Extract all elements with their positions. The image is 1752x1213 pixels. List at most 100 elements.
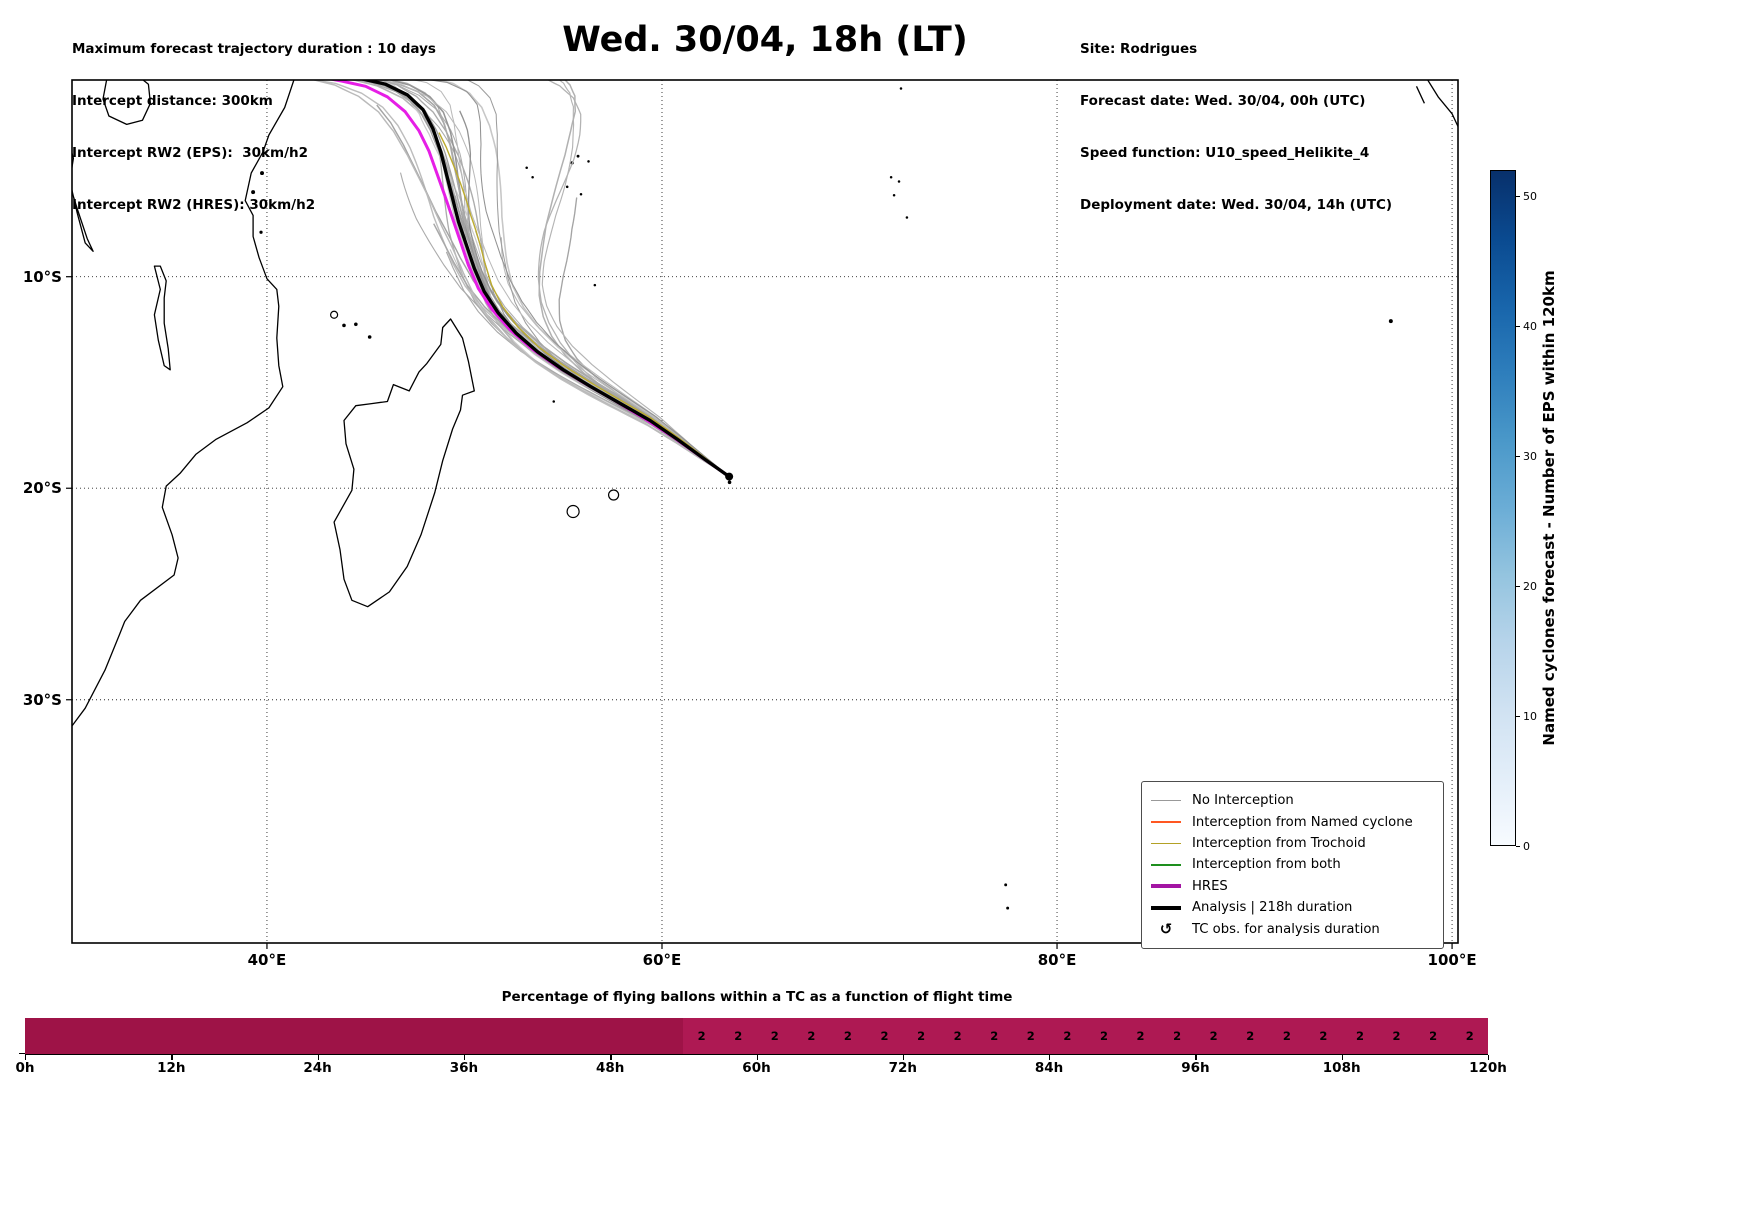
bar-x-tick-label: 48h xyxy=(595,1060,625,1076)
bar-count-label: 2 xyxy=(843,1029,852,1043)
ensemble-track xyxy=(311,80,730,478)
legend-swatch xyxy=(1151,884,1181,889)
ensemble-track xyxy=(365,80,730,478)
bar-count-label: 2 xyxy=(1246,1029,1255,1043)
island xyxy=(608,489,620,501)
africa-east-coast-coastline xyxy=(72,80,295,727)
bar-count-label: 2 xyxy=(734,1029,743,1043)
header-right-line-4: Deployment date: Wed. 30/04, 14h (UTC) xyxy=(1080,197,1393,214)
bar-x-tick-mark xyxy=(1195,1055,1197,1060)
island xyxy=(587,160,590,163)
legend-label: TC obs. for analysis duration xyxy=(1192,921,1380,937)
legend-swatch xyxy=(1151,905,1181,910)
y-tick-label: 30°S xyxy=(22,690,62,709)
island xyxy=(565,185,569,189)
ensemble-track xyxy=(466,80,730,478)
legend-line-sample xyxy=(1151,864,1181,866)
colorbar-tick-label: 50 xyxy=(1523,189,1537,203)
island xyxy=(727,480,732,485)
figure-title: Wed. 30/04, 18h (LT) xyxy=(562,20,968,60)
legend-line-sample xyxy=(1151,799,1181,802)
island xyxy=(905,216,909,219)
bar-x-tick-mark xyxy=(25,1055,27,1060)
ensemble-track xyxy=(360,80,730,478)
header-left-line-4: Intercept RW2 (HRES): 30km/h2 xyxy=(72,197,316,214)
island xyxy=(552,400,556,403)
ensemble-track xyxy=(558,197,730,478)
ensemble-track xyxy=(500,237,730,478)
trajectory-map xyxy=(66,79,1459,949)
bar-count-label: 2 xyxy=(990,1029,999,1043)
ensemble-track xyxy=(376,104,730,478)
ensemble-track xyxy=(459,110,730,478)
legend-swatch: ↺ xyxy=(1151,921,1181,937)
bar-x-tick-mark xyxy=(902,1055,905,1060)
balloon-bar-chart: 2 2 2 2 2 2 2 2 2 2 2 2 2 2 2 2 2 2 2 2 2 2 xyxy=(25,1018,1488,1055)
bar-count-label: 2 xyxy=(1136,1029,1145,1043)
ensemble-track xyxy=(454,195,730,478)
island xyxy=(531,176,534,179)
ensemble-track xyxy=(364,80,730,478)
colorbar-tick-label: 0 xyxy=(1523,839,1530,853)
legend-item: Interception from Named cyclone xyxy=(1151,811,1434,832)
legend-line-sample xyxy=(1151,884,1181,889)
lake-tanganyika-coastline xyxy=(72,150,94,252)
island xyxy=(899,87,903,90)
bar-x-tick-label: 12h xyxy=(157,1060,186,1076)
x-tick-label: 40°E xyxy=(247,951,287,969)
island xyxy=(1004,883,1008,887)
ensemble-track xyxy=(380,80,730,478)
island xyxy=(1006,906,1010,910)
colorbar-tick-mark xyxy=(1516,456,1520,458)
x-tick-label: 60°E xyxy=(642,951,682,969)
bar-count-label: 2 xyxy=(1355,1029,1364,1043)
legend-label: Interception from Named cyclone xyxy=(1192,814,1413,830)
island xyxy=(367,335,372,339)
bar-chart-title: Percentage of flying ballons within a TC… xyxy=(501,989,1013,1005)
ensemble-track xyxy=(427,80,730,478)
legend-swatch xyxy=(1151,842,1181,845)
island xyxy=(1388,319,1393,324)
header-right-line-2: Forecast date: Wed. 30/04, 00h (UTC) xyxy=(1080,93,1366,110)
island xyxy=(576,154,580,158)
header-left-line-2: Intercept distance: 300km xyxy=(72,93,273,110)
colorbar-label: Named cyclones forecast - Number of EPS … xyxy=(1540,270,1558,746)
legend-swatch xyxy=(1151,799,1181,802)
legend-item: No Interception xyxy=(1151,790,1434,811)
ensemble-track xyxy=(388,80,730,478)
ensemble-track xyxy=(389,80,730,478)
ensemble-track xyxy=(311,80,730,478)
bar-count-label: 2 xyxy=(770,1029,779,1043)
bar-x-tick-label: 0h xyxy=(15,1060,35,1076)
legend-item: HRES xyxy=(1151,876,1434,897)
header-right-block: Site: Rodrigues Forecast date: Wed. 30/0… xyxy=(1080,6,1392,250)
legend-item: Interception from both xyxy=(1151,854,1434,875)
ensemble-track xyxy=(411,80,730,478)
header-left-line-3: Intercept RW2 (EPS): 30km/h2 xyxy=(72,145,308,162)
sumatra-coast-coastline xyxy=(1426,80,1458,127)
bar-x-tick-mark xyxy=(171,1055,173,1060)
colorbar-tick-mark xyxy=(1516,586,1520,588)
colorbar-tick-mark xyxy=(1516,196,1520,198)
bar-x-tick-mark xyxy=(317,1055,319,1060)
bar-count-label: 2 xyxy=(1319,1029,1328,1043)
map-content xyxy=(72,80,1458,943)
colorbar-gradient xyxy=(1491,171,1515,845)
ensemble-track xyxy=(381,80,730,478)
colorbar-tick-label: 10 xyxy=(1523,709,1537,723)
bar-x-tick-label: 72h xyxy=(888,1060,917,1076)
header-right-line-1: Site: Rodrigues xyxy=(1080,40,1198,57)
island xyxy=(354,322,358,327)
bar-count-label: 2 xyxy=(807,1029,816,1043)
lake-malawi-coastline xyxy=(153,265,171,371)
colorbar-tick-label: 20 xyxy=(1523,579,1537,593)
bar-x-tick-label: 60h xyxy=(742,1060,771,1076)
island xyxy=(593,283,597,287)
bar-segment xyxy=(683,1018,1488,1054)
bar-x-tick-mark xyxy=(1341,1055,1344,1060)
bar-count-label: 2 xyxy=(1465,1029,1474,1043)
bar-count-label: 2 xyxy=(1026,1029,1035,1043)
legend-label: No Interception xyxy=(1192,793,1294,809)
header-left-line-1: Maximum forecast trajectory duration : 1… xyxy=(72,40,436,57)
